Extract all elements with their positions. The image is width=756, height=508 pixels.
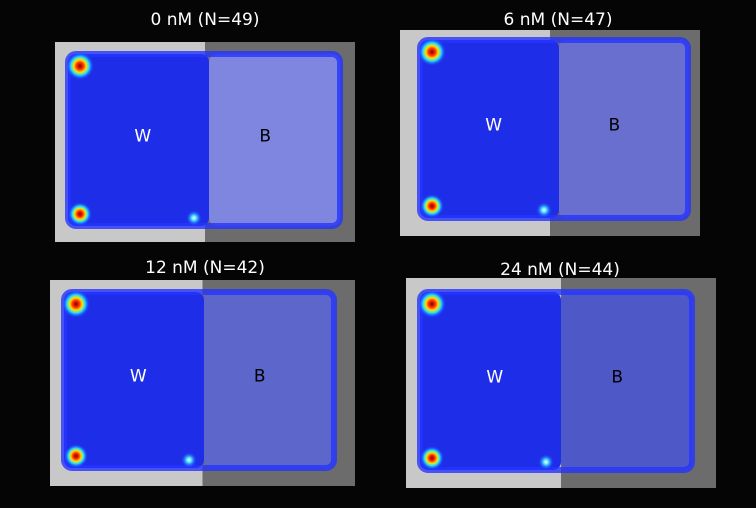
zone-label: W <box>134 127 151 147</box>
hotspot <box>536 202 552 218</box>
zone-label: W <box>130 366 147 386</box>
panel-title: 24 nM (N=44) <box>500 260 620 280</box>
hotspot <box>68 202 92 226</box>
hotspot <box>62 290 90 318</box>
hotspot <box>420 446 444 470</box>
hotspot <box>181 452 197 468</box>
hotspot <box>418 38 446 66</box>
hotspot <box>538 454 554 470</box>
panel-title: 0 nM (N=49) <box>151 10 260 30</box>
zone-label: B <box>259 127 271 147</box>
zone-label: W <box>485 115 502 135</box>
zone-label: W <box>486 367 503 387</box>
hotspot <box>186 210 202 226</box>
figure: 0 nM (N=49) W B 6 nM (N=47) W B 12 nM (N=42) W B… <box>0 0 756 508</box>
zone-label: B <box>611 367 623 387</box>
heat-right-blue <box>559 40 688 218</box>
panel-title: 6 nM (N=47) <box>504 10 613 30</box>
panel-title: 12 nM (N=42) <box>145 258 265 278</box>
zone-label: B <box>608 115 620 135</box>
heat-right-blue <box>561 292 692 470</box>
hotspot <box>420 194 444 218</box>
hotspot <box>64 444 88 468</box>
hotspot <box>418 290 446 318</box>
zone-label: B <box>254 366 266 386</box>
heat-right-blue <box>204 292 334 468</box>
hotspot <box>66 52 94 80</box>
